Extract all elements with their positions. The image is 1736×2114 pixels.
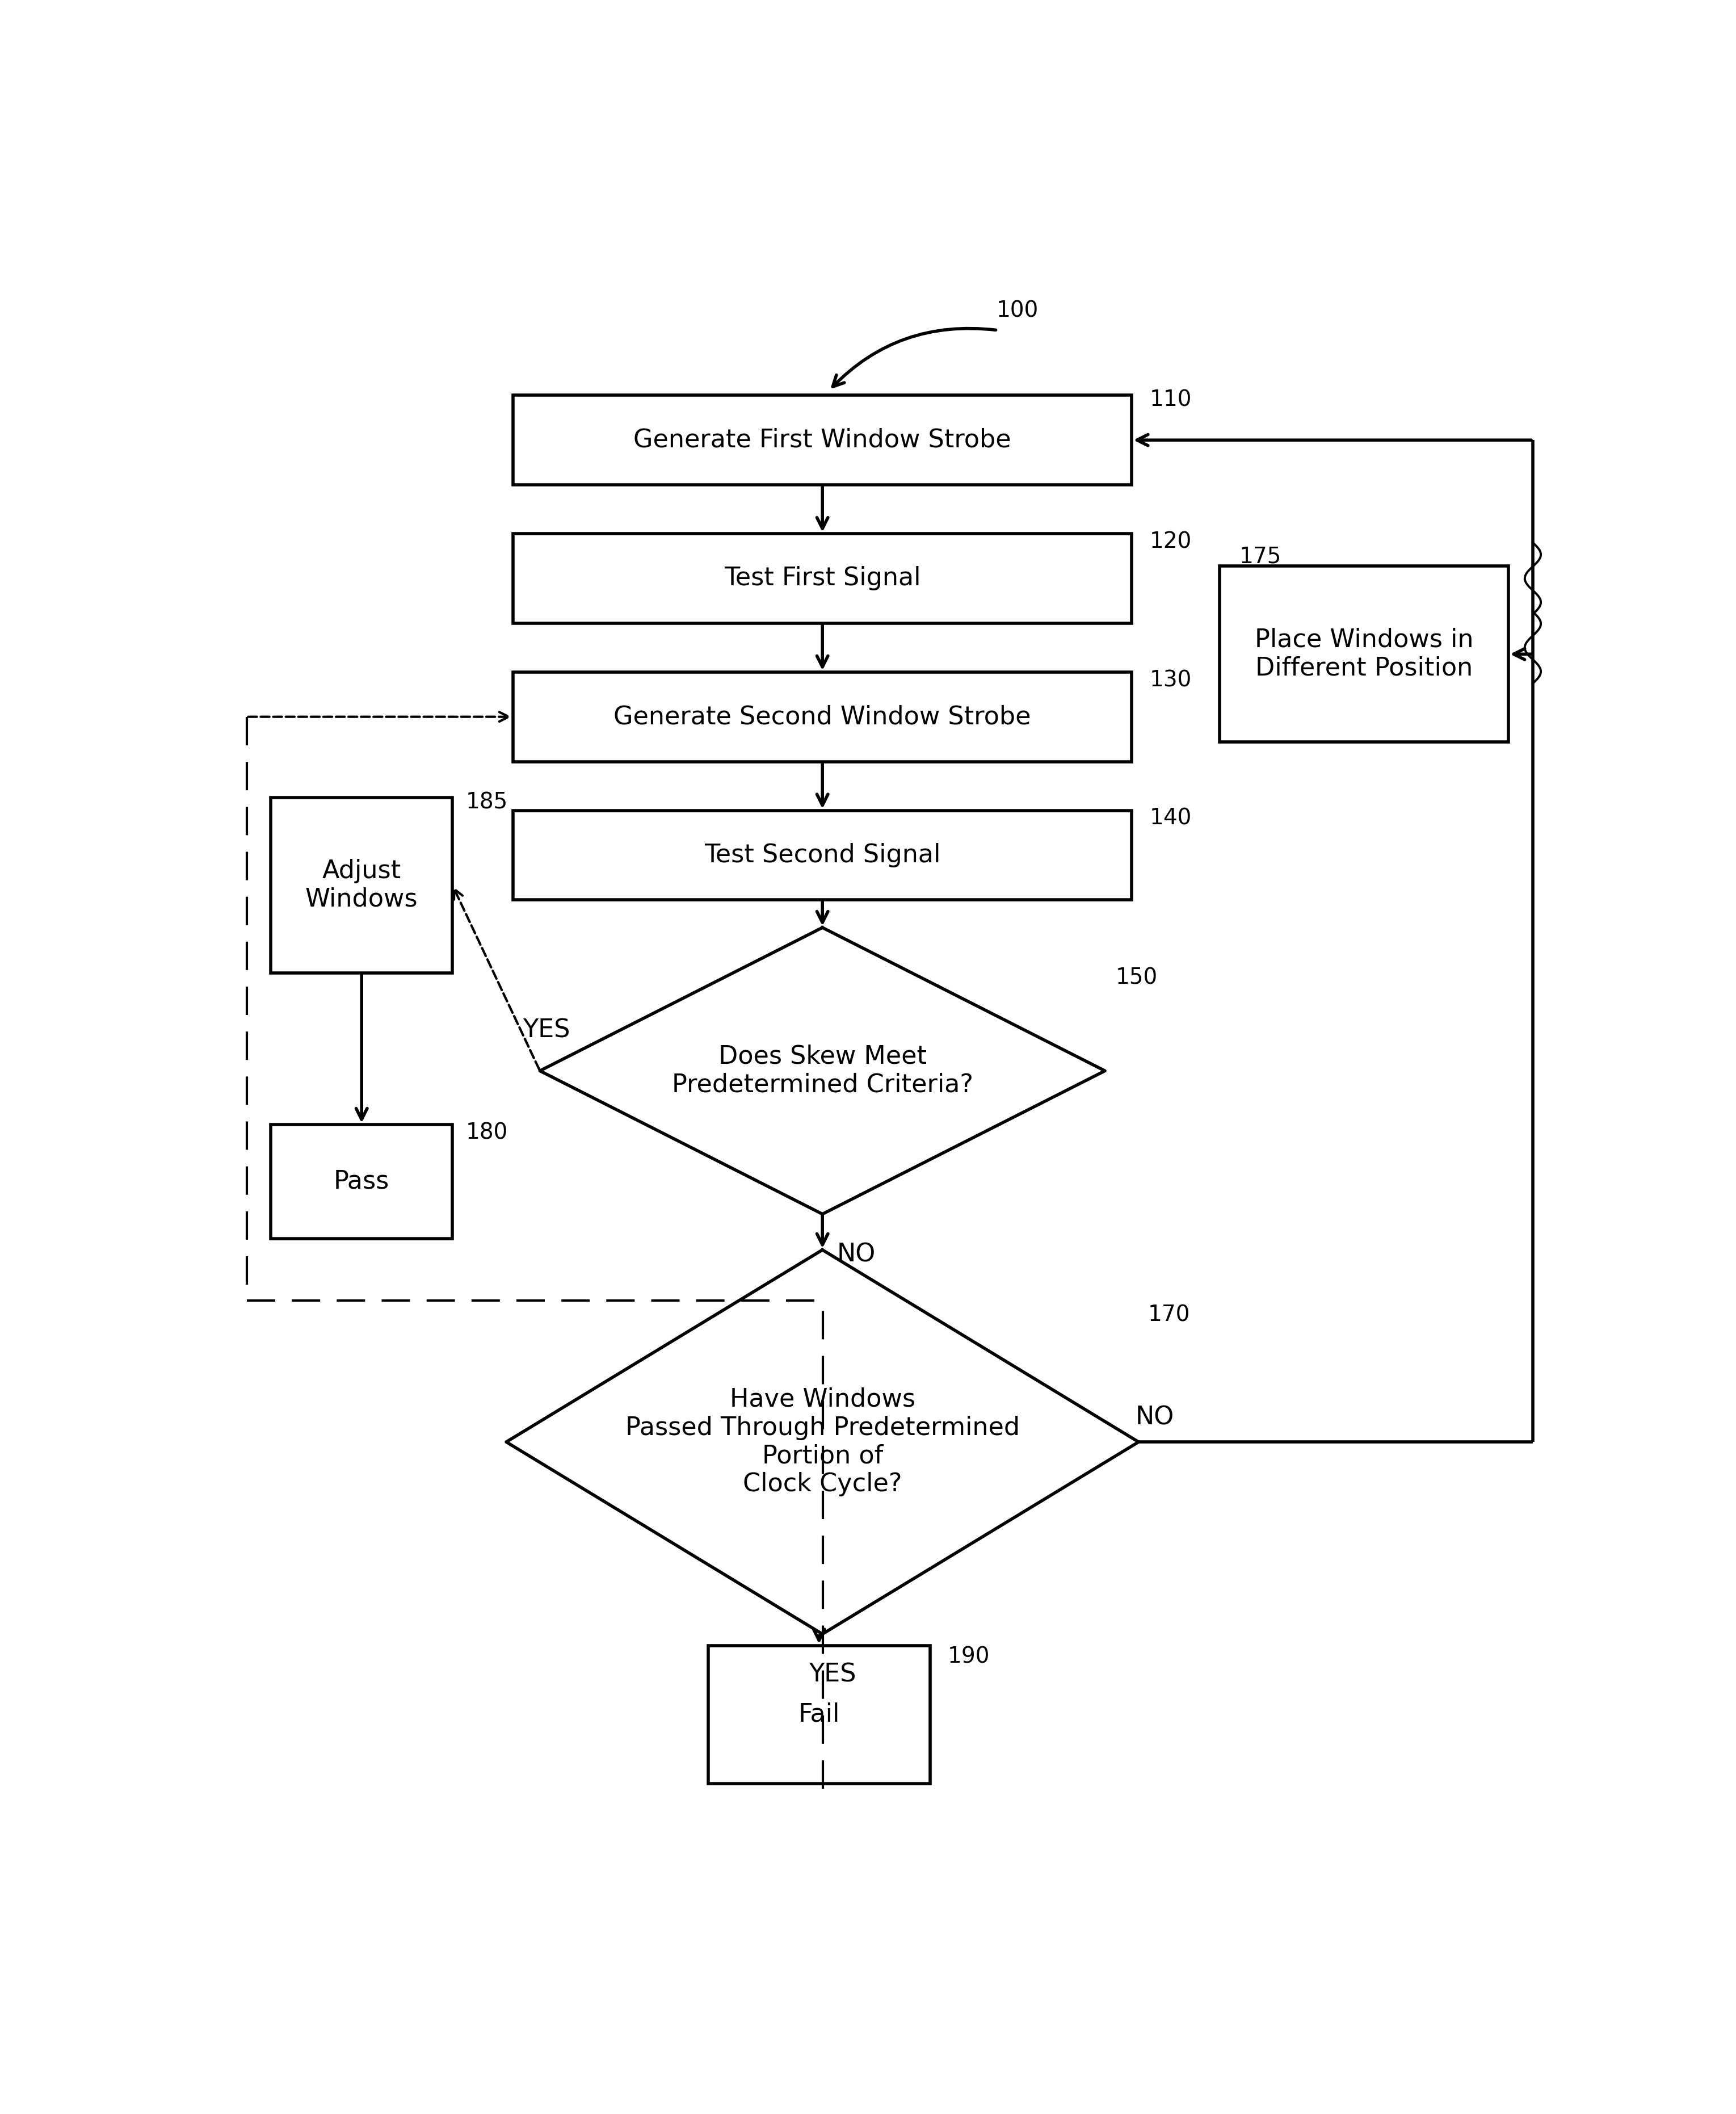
Text: 150: 150 (1116, 968, 1158, 989)
Bar (514, 395, 1132, 484)
Text: Fail: Fail (799, 1702, 840, 1727)
Bar (514, 533, 1132, 624)
Text: NO: NO (837, 1243, 875, 1266)
Text: 140: 140 (1149, 808, 1191, 829)
Text: Place Windows in
Different Position: Place Windows in Different Position (1255, 628, 1474, 681)
Text: 180: 180 (465, 1123, 509, 1144)
Text: Does Skew Meet
Predetermined Criteria?: Does Skew Meet Predetermined Criteria? (672, 1044, 974, 1097)
Text: Generate First Window Strobe: Generate First Window Strobe (634, 427, 1012, 452)
Text: 190: 190 (948, 1647, 990, 1668)
Text: Test First Signal: Test First Signal (724, 567, 920, 590)
Text: 170: 170 (1147, 1304, 1191, 1325)
Text: YES: YES (523, 1019, 571, 1042)
Text: Pass: Pass (333, 1169, 389, 1194)
Bar (1219, 567, 1509, 742)
Bar (708, 1645, 930, 1784)
Text: NO: NO (1135, 1406, 1174, 1429)
Text: 130: 130 (1149, 670, 1191, 691)
Text: Have Windows
Passed Through Predetermined
Portion of
Clock Cycle?: Have Windows Passed Through Predetermine… (625, 1387, 1019, 1497)
Text: 120: 120 (1149, 531, 1191, 552)
Text: 110: 110 (1149, 389, 1191, 410)
Text: 185: 185 (465, 791, 509, 814)
Text: Generate Second Window Strobe: Generate Second Window Strobe (615, 704, 1031, 729)
Text: YES: YES (809, 1662, 856, 1687)
Bar (514, 810, 1132, 901)
Text: Test Second Signal: Test Second Signal (705, 843, 941, 867)
Text: 100: 100 (996, 300, 1038, 321)
Bar (514, 672, 1132, 761)
Bar (271, 797, 453, 972)
Text: 175: 175 (1240, 545, 1281, 567)
Bar (271, 1125, 453, 1239)
Text: Adjust
Windows: Adjust Windows (306, 858, 418, 911)
